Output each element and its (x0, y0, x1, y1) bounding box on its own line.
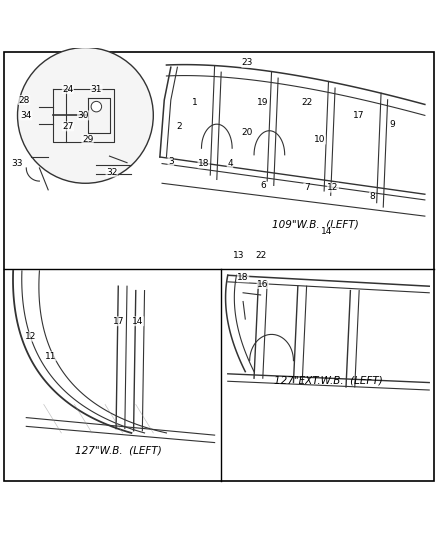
Text: 10: 10 (314, 135, 325, 144)
Text: 109"W.B.  (LEFT): 109"W.B. (LEFT) (272, 220, 359, 230)
Text: 14: 14 (132, 317, 144, 326)
Text: 12: 12 (25, 332, 36, 341)
Text: 7: 7 (304, 183, 310, 192)
Text: 12: 12 (327, 183, 339, 192)
Text: 18: 18 (198, 159, 209, 168)
Text: 9: 9 (389, 119, 395, 128)
Text: 33: 33 (12, 159, 23, 168)
Text: 16: 16 (257, 279, 268, 288)
Text: 127"W.B.  (LEFT): 127"W.B. (LEFT) (75, 446, 162, 456)
Text: 19: 19 (257, 98, 268, 107)
Text: 27: 27 (62, 122, 74, 131)
Text: 6: 6 (260, 181, 266, 190)
Text: 31: 31 (91, 85, 102, 94)
Text: 1: 1 (192, 98, 198, 107)
Text: 127"EXT.W.B.  (LEFT): 127"EXT.W.B. (LEFT) (274, 375, 383, 385)
Text: 17: 17 (113, 317, 124, 326)
Text: 22: 22 (255, 251, 266, 260)
Text: 3: 3 (168, 157, 174, 166)
Circle shape (18, 47, 153, 183)
Text: 17: 17 (353, 111, 365, 120)
Text: 13: 13 (233, 251, 244, 260)
Text: 34: 34 (21, 111, 32, 120)
Text: 8: 8 (369, 192, 375, 201)
Text: 30: 30 (78, 111, 89, 120)
Text: 24: 24 (62, 85, 74, 94)
Text: 14: 14 (321, 227, 332, 236)
Text: 32: 32 (106, 168, 117, 177)
Text: 28: 28 (18, 95, 30, 104)
Text: 22: 22 (301, 98, 312, 107)
Text: 23: 23 (242, 58, 253, 67)
Text: 2: 2 (177, 122, 182, 131)
Text: 4: 4 (227, 159, 233, 168)
Text: 18: 18 (237, 273, 249, 282)
Circle shape (91, 101, 102, 112)
Text: 11: 11 (45, 352, 56, 361)
Text: 20: 20 (242, 128, 253, 138)
Text: 29: 29 (82, 135, 93, 144)
